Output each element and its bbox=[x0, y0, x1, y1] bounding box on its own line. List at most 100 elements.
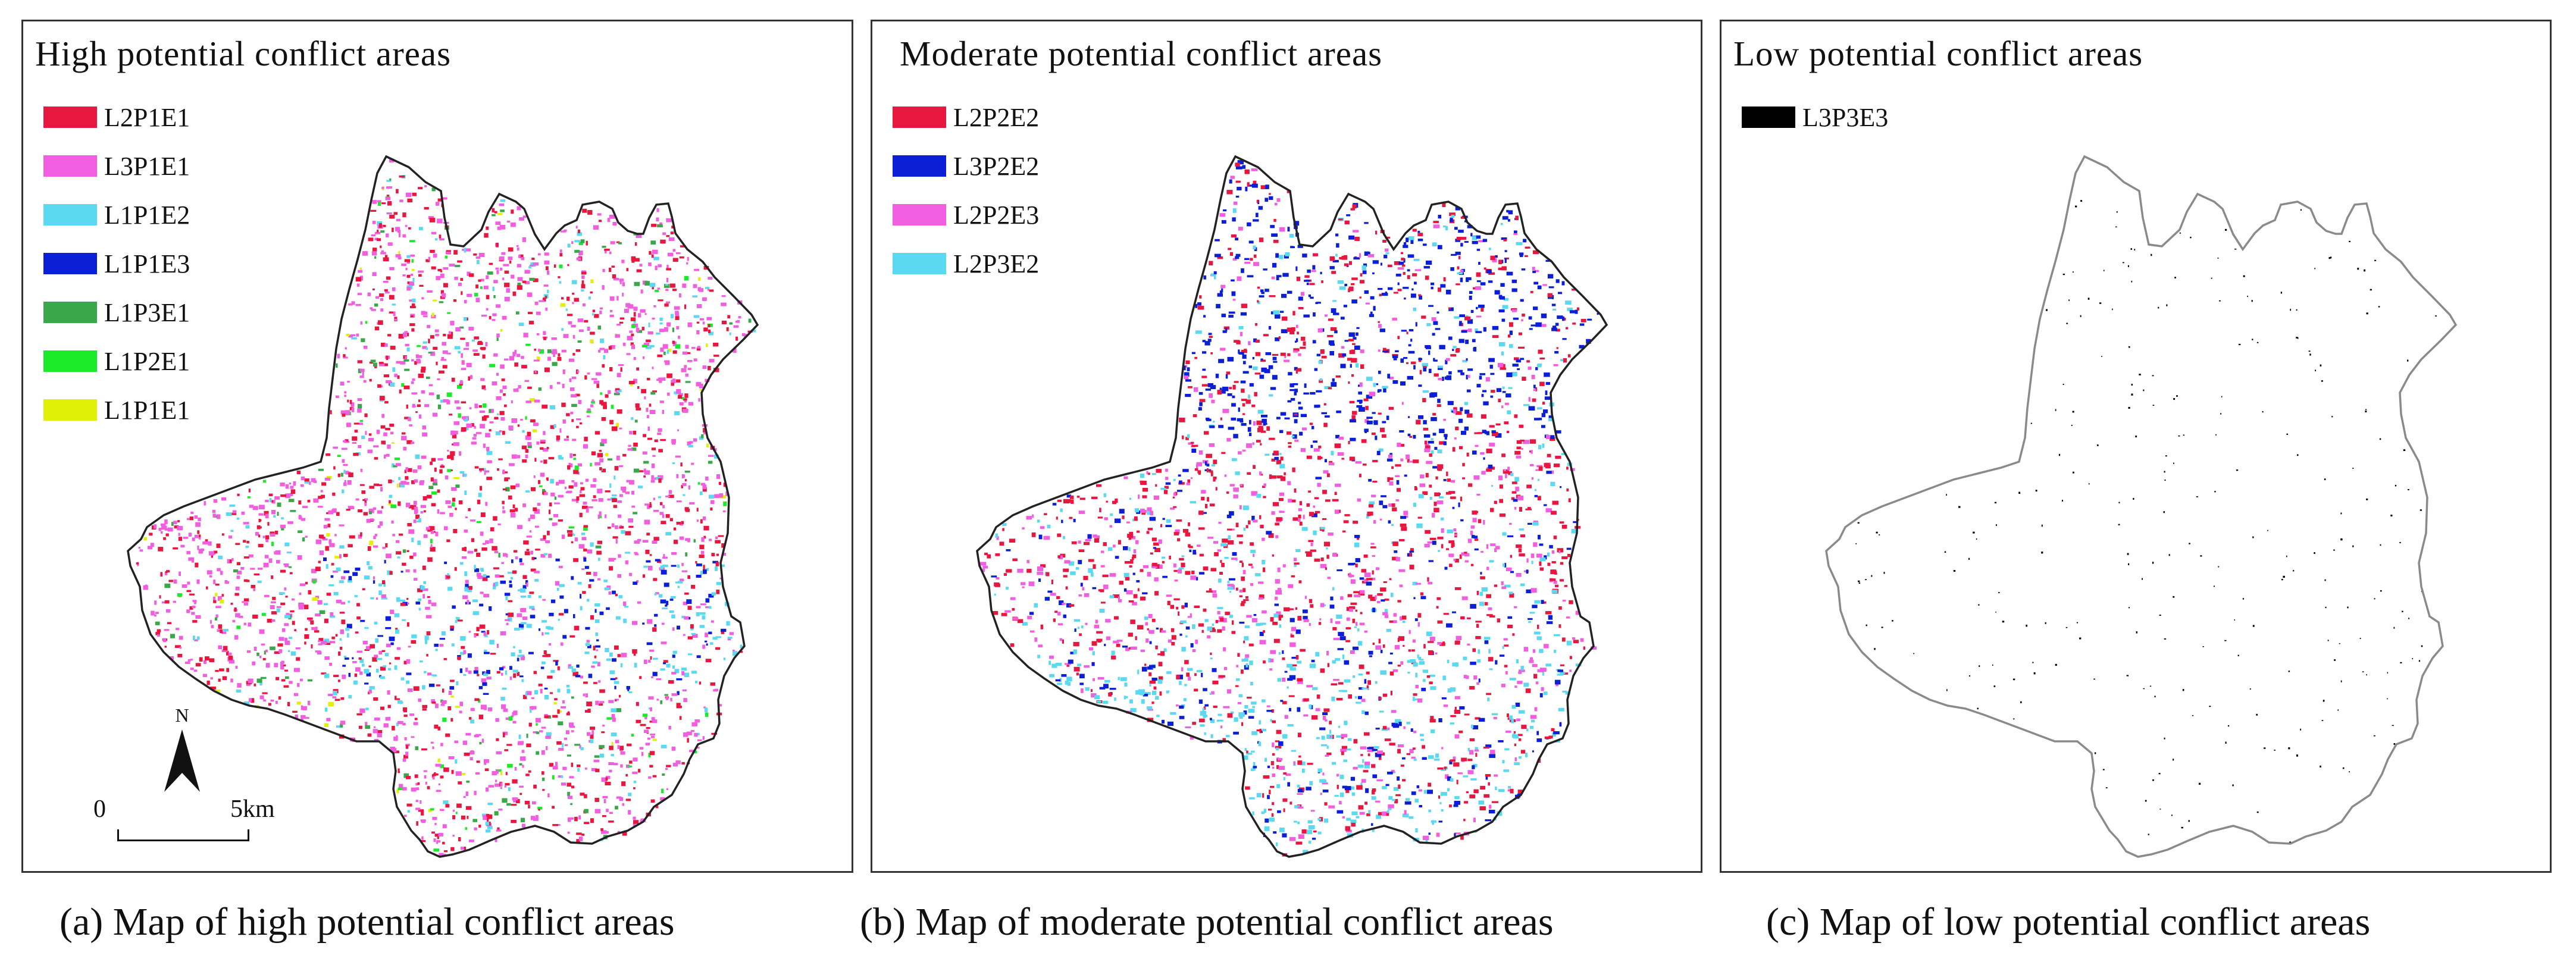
conflict-patch bbox=[222, 676, 227, 680]
conflict-patch bbox=[320, 537, 325, 539]
conflict-patch bbox=[1379, 697, 1382, 700]
conflict-patch bbox=[616, 324, 621, 326]
conflict-patch bbox=[566, 688, 571, 694]
conflict-patch bbox=[654, 624, 657, 627]
conflict-patch bbox=[672, 378, 676, 382]
conflict-patch bbox=[1140, 481, 1147, 485]
conflict-patch bbox=[1410, 361, 1416, 365]
conflict-patch bbox=[1194, 605, 1200, 608]
conflict-patch bbox=[697, 739, 702, 741]
conflict-patch bbox=[1125, 647, 1130, 651]
conflict-patch bbox=[492, 381, 497, 386]
conflict-patch bbox=[1501, 318, 1505, 322]
conflict-patch bbox=[337, 353, 340, 359]
conflict-patch bbox=[520, 608, 527, 612]
conflict-patch bbox=[1252, 811, 1254, 816]
conflict-patch bbox=[439, 234, 442, 239]
conflict-patch bbox=[655, 290, 659, 292]
conflict-patch bbox=[703, 516, 706, 521]
conflict-patch bbox=[299, 583, 306, 587]
conflict-patch bbox=[339, 524, 345, 527]
conflict-patch bbox=[555, 762, 558, 766]
conflict-patch bbox=[264, 555, 269, 559]
conflict-patch bbox=[399, 175, 405, 178]
conflict-patches bbox=[979, 160, 1599, 857]
conflict-patch bbox=[409, 555, 414, 559]
conflict-patch bbox=[1320, 603, 1325, 607]
conflict-patch bbox=[1452, 349, 1454, 351]
conflict-patch bbox=[564, 609, 568, 613]
conflict-patch bbox=[702, 484, 707, 490]
conflict-patch bbox=[515, 556, 518, 560]
conflict-patch bbox=[449, 414, 453, 416]
conflict-patch bbox=[421, 840, 426, 842]
conflict-patch bbox=[1192, 414, 1197, 418]
conflict-patch bbox=[696, 519, 699, 522]
conflict-patch bbox=[406, 405, 408, 409]
conflict-patch bbox=[554, 698, 558, 700]
conflict-patch bbox=[557, 357, 562, 361]
conflict-patch bbox=[593, 495, 596, 499]
conflict-patch bbox=[1420, 474, 1425, 478]
conflict-patch bbox=[723, 657, 726, 660]
conflict-patch bbox=[517, 657, 519, 662]
conflict-patch bbox=[364, 649, 370, 651]
conflict-patch bbox=[539, 300, 545, 302]
conflict-patch bbox=[311, 478, 316, 483]
conflict-patch bbox=[462, 740, 467, 746]
conflict-patch bbox=[572, 671, 578, 676]
conflict-patch bbox=[590, 726, 595, 730]
conflict-patch bbox=[605, 490, 611, 493]
conflict-patch bbox=[646, 339, 651, 343]
conflict-patch bbox=[1469, 291, 1473, 294]
conflict-patch bbox=[1199, 399, 1206, 402]
conflict-patch bbox=[425, 527, 430, 531]
conflict-patch bbox=[472, 349, 478, 352]
conflict-patch bbox=[574, 482, 578, 487]
conflict-patch bbox=[484, 762, 487, 765]
conflict-patch bbox=[227, 581, 229, 584]
conflict-patch bbox=[535, 815, 539, 818]
conflict-patch bbox=[352, 436, 358, 441]
conflict-patch bbox=[174, 525, 179, 529]
conflict-patch bbox=[1430, 716, 1434, 720]
conflict-patch bbox=[1519, 756, 1522, 759]
conflict-patch bbox=[518, 649, 522, 653]
conflict-patch bbox=[450, 321, 455, 325]
conflict-patch bbox=[1257, 286, 1260, 289]
conflict-patch bbox=[492, 546, 497, 551]
conflict-patch bbox=[1367, 680, 1371, 685]
conflict-patch bbox=[384, 255, 388, 258]
conflict-patch bbox=[561, 349, 566, 353]
conflict-patch bbox=[1222, 386, 1229, 391]
conflict-patch bbox=[696, 747, 700, 749]
conflict-patch bbox=[418, 699, 421, 702]
conflict-patch bbox=[440, 809, 445, 811]
conflict-patch bbox=[1299, 431, 1303, 436]
conflict-patch bbox=[582, 208, 587, 213]
conflict-patch bbox=[552, 522, 558, 525]
conflict-patch bbox=[354, 674, 358, 677]
conflict-patch bbox=[1253, 366, 1258, 371]
conflict-patch bbox=[1083, 575, 1088, 580]
conflict-patch bbox=[722, 510, 726, 512]
conflict-patch bbox=[1512, 633, 1515, 636]
conflict-patch bbox=[377, 202, 381, 206]
conflict-patch bbox=[571, 419, 574, 422]
conflict-patch bbox=[499, 411, 505, 415]
conflict-patch bbox=[288, 566, 292, 568]
conflict-patch bbox=[1366, 671, 1370, 675]
conflict-patch bbox=[1097, 516, 1103, 519]
conflict-patch bbox=[356, 616, 361, 619]
conflict-patch bbox=[432, 776, 435, 779]
conflict-patch bbox=[1470, 604, 1476, 609]
conflict-patch bbox=[1289, 667, 1296, 671]
conflict-patch bbox=[530, 514, 535, 519]
conflict-patch bbox=[660, 347, 664, 352]
conflict-patch bbox=[1544, 504, 1547, 506]
conflict-patch bbox=[1268, 809, 1272, 811]
conflict-patch bbox=[499, 256, 505, 261]
conflict-patch bbox=[519, 785, 524, 788]
conflict-patch bbox=[1317, 768, 1322, 773]
conflict-patch bbox=[387, 570, 392, 575]
